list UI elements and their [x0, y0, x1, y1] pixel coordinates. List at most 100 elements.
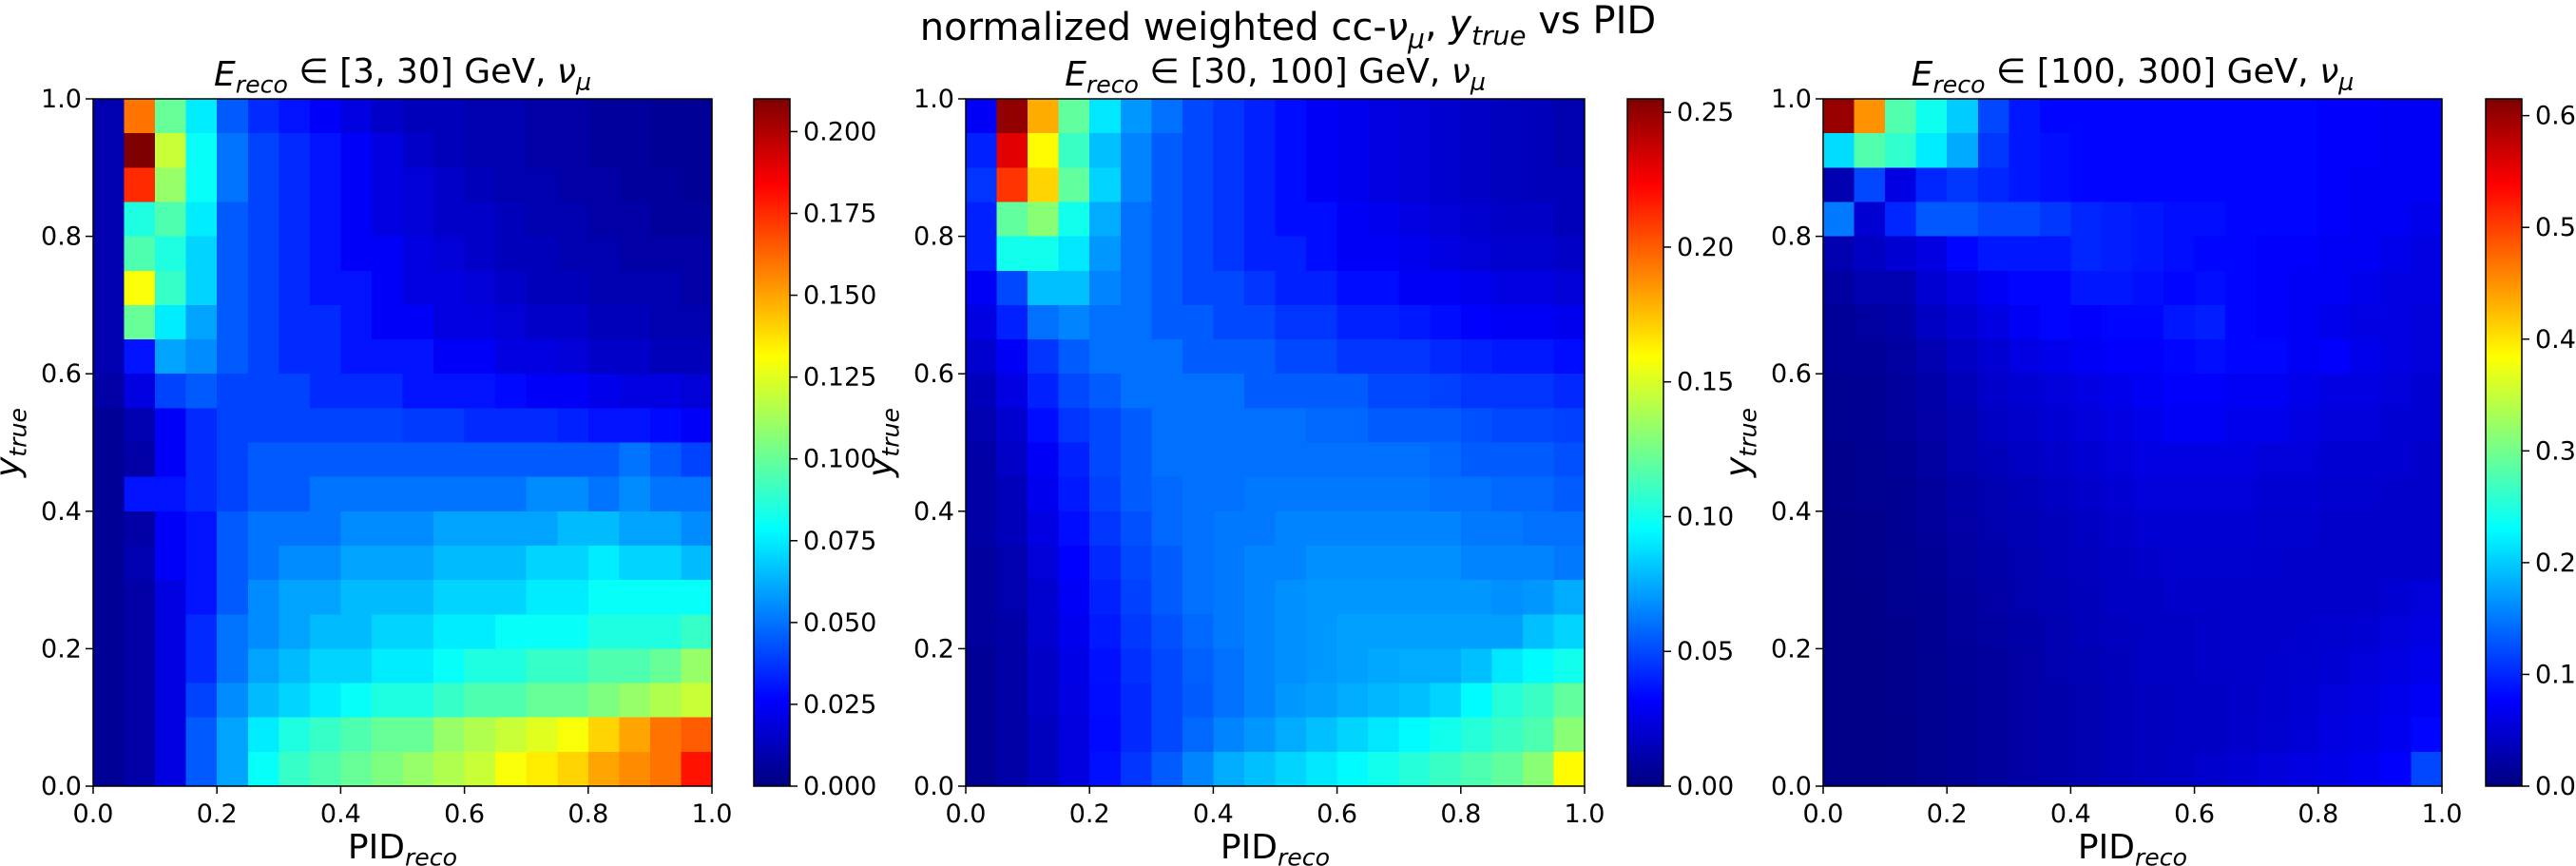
heatmap-cell	[1823, 167, 1855, 203]
heatmap-cell	[124, 751, 156, 787]
heatmap-cell	[1491, 717, 1524, 753]
heatmap-cell	[2163, 133, 2196, 168]
heatmap-cell	[2411, 717, 2443, 753]
heatmap-cell	[1058, 304, 1090, 340]
heatmap-cell	[2379, 476, 2413, 512]
heatmap-cell	[217, 133, 249, 168]
heatmap-cell	[1854, 167, 1886, 203]
heatmap-cell	[1430, 614, 1462, 649]
heatmap-cell	[279, 510, 311, 547]
colorbar: 0.0 0.1 0.2 0.3 0.4 0.5 0.6	[2485, 98, 2576, 801]
heatmap-cell	[433, 133, 466, 168]
heatmap-cell	[1368, 408, 1400, 444]
heatmap-cell	[2349, 99, 2381, 134]
heatmap-cell	[2379, 304, 2413, 340]
heatmap-cell	[1306, 408, 1338, 444]
heatmap-cell	[1120, 202, 1152, 238]
heatmap-cell	[619, 683, 651, 719]
heatmap-cell	[93, 270, 125, 306]
heatmap-cell	[2256, 270, 2288, 306]
heatmap-cell	[2349, 133, 2381, 168]
heatmap-cell	[2101, 236, 2134, 272]
heatmap-cell	[1854, 408, 1886, 444]
heatmap-cell	[1491, 99, 1524, 134]
heatmap-cell	[2194, 202, 2226, 238]
heatmap-cell	[2070, 717, 2103, 753]
heatmap-cell	[1243, 270, 1277, 306]
heatmap-cell	[1430, 510, 1462, 547]
heatmap-cell	[2194, 717, 2226, 753]
heatmap-cell	[2317, 580, 2350, 615]
heatmap-cell	[2256, 751, 2288, 787]
heatmap-cell	[2009, 270, 2041, 306]
heatmap-cell	[526, 374, 558, 409]
x-tick-label: 0.6	[2174, 799, 2215, 829]
heatmap-cell	[371, 270, 404, 306]
heatmap-cell	[247, 476, 279, 512]
heatmap-cell	[619, 236, 651, 272]
heatmap-cell	[124, 99, 156, 134]
heatmap-cell	[1151, 133, 1183, 168]
heatmap-cell	[681, 442, 713, 478]
heatmap-cell	[1491, 408, 1524, 444]
heatmap-cell	[1120, 270, 1152, 306]
heatmap-cell	[2070, 545, 2103, 581]
heatmap-cell	[2287, 717, 2319, 753]
heatmap-cell	[1915, 545, 1948, 581]
heatmap-cell	[681, 683, 713, 719]
heatmap-cell	[2379, 202, 2413, 238]
heatmap-cell	[433, 580, 466, 615]
heatmap-cell	[587, 510, 620, 547]
heatmap-cell	[2194, 476, 2226, 512]
heatmap-cell	[1058, 442, 1090, 478]
heatmap-cell	[371, 580, 404, 615]
heatmap-cell	[1089, 510, 1122, 547]
heatmap-cell	[966, 270, 998, 306]
heatmap-cell	[1275, 442, 1307, 478]
heatmap-cell	[2411, 99, 2443, 134]
heatmap-cell	[557, 304, 589, 340]
y-tick-label: 0.0	[41, 772, 82, 801]
heatmap-cell	[1915, 374, 1948, 409]
heatmap-cell	[155, 374, 187, 409]
heatmap-cell	[1151, 270, 1183, 306]
heatmap-cell	[1430, 683, 1462, 719]
heatmap-cell	[1553, 510, 1586, 547]
heatmap-cell	[124, 304, 156, 340]
heatmap-cell	[1430, 167, 1462, 203]
heatmap-cell	[124, 510, 156, 547]
heatmap-cell	[402, 751, 434, 787]
heatmap-cell	[279, 133, 311, 168]
heatmap-cell	[1275, 270, 1307, 306]
heatmap-cell	[1182, 442, 1214, 478]
heatmap-cell	[2039, 374, 2071, 409]
heatmap-cell	[217, 99, 249, 134]
heatmap-cell	[649, 751, 682, 787]
heatmap-cell	[2039, 717, 2071, 753]
heatmap-cell	[124, 133, 156, 168]
heatmap-cell	[124, 476, 156, 512]
heatmap-cell	[1243, 683, 1277, 719]
heatmap-cell	[1947, 304, 1979, 340]
heatmap-cell	[996, 580, 1028, 615]
heatmap-cell	[1460, 304, 1492, 340]
heatmap-cell	[1368, 648, 1400, 684]
heatmap-cell	[1854, 99, 1886, 134]
heatmap-cell	[1854, 476, 1886, 512]
heatmap-cell	[526, 476, 558, 512]
heatmap-cell	[433, 510, 466, 547]
heatmap-cell	[619, 374, 651, 409]
heatmap-cell	[1151, 339, 1183, 375]
colorbar-tick-label: 0.6	[2535, 102, 2576, 131]
heatmap-cell	[2379, 270, 2413, 306]
heatmap-cell	[1398, 99, 1431, 134]
heatmap-cell	[1089, 476, 1122, 512]
heatmap-cell	[649, 717, 682, 753]
heatmap-cell	[2039, 580, 2071, 615]
heatmap-cell	[2009, 133, 2041, 168]
heatmap-cell	[1947, 133, 1979, 168]
heatmap-cells	[93, 99, 713, 787]
heatmap-cell	[2132, 476, 2164, 512]
heatmap-cell	[464, 133, 496, 168]
heatmap-cell	[1460, 202, 1492, 238]
